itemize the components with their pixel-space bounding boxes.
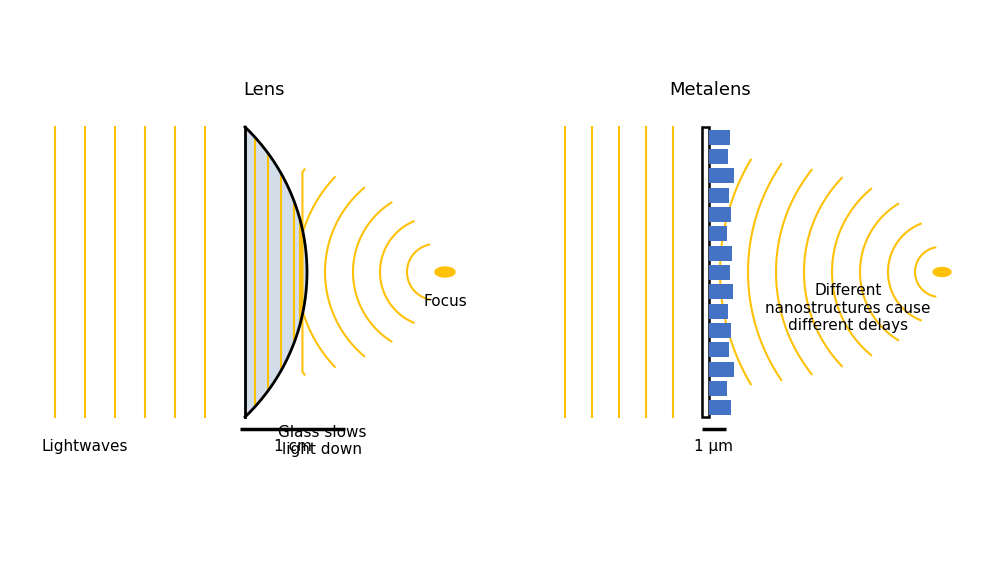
Bar xyxy=(708,149,728,164)
Bar xyxy=(708,265,730,280)
Ellipse shape xyxy=(435,267,455,277)
Text: Different
nanostructures cause
different delays: Different nanostructures cause different… xyxy=(765,283,930,333)
Text: 1 μm: 1 μm xyxy=(694,439,733,454)
Bar xyxy=(702,127,708,417)
Text: Lens: Lens xyxy=(243,81,284,99)
Text: Lightwaves: Lightwaves xyxy=(42,439,128,454)
Bar xyxy=(708,400,730,415)
Bar xyxy=(708,130,730,145)
Bar xyxy=(708,381,726,396)
Bar xyxy=(708,169,734,183)
Text: Metalens: Metalens xyxy=(669,81,751,99)
Text: Glass slows
light down: Glass slows light down xyxy=(278,425,366,457)
Bar xyxy=(708,362,734,377)
Bar xyxy=(708,303,728,319)
Polygon shape xyxy=(245,127,307,417)
Text: 1 cm: 1 cm xyxy=(274,439,311,454)
Bar xyxy=(708,342,728,357)
Bar xyxy=(708,188,728,203)
Bar xyxy=(708,284,732,300)
Text: Focus: Focus xyxy=(423,294,467,309)
Bar xyxy=(708,207,730,222)
Bar xyxy=(708,323,730,338)
Bar xyxy=(708,246,732,261)
Bar xyxy=(708,226,726,242)
Ellipse shape xyxy=(933,268,951,277)
